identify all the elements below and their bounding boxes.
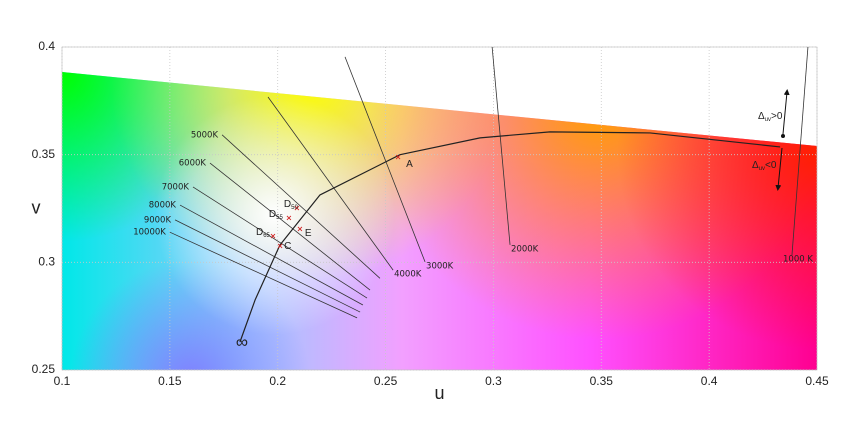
point-label: D65 bbox=[256, 227, 271, 239]
infinity-label: ∞ bbox=[236, 332, 248, 351]
y-tick-label: 0.4 bbox=[38, 39, 55, 53]
isotherm bbox=[174, 219, 361, 313]
isotherm-label: 10000K bbox=[133, 228, 166, 238]
isotherm bbox=[491, 46, 511, 245]
duv-label: Δuv<0 bbox=[752, 160, 777, 172]
duv-symbol: Δ bbox=[752, 160, 759, 171]
plot: 0.1 0.15 0.2 0.25 0.3 0.35 0.4 0.45 0.25 0.3 0.35 0… bbox=[32, 39, 830, 403]
plot-frame bbox=[61, 46, 818, 371]
isotherm-label: 2000K bbox=[511, 244, 539, 254]
isotherm-label: 1000 K bbox=[783, 255, 813, 265]
isotherm-label: 7000K bbox=[162, 182, 190, 192]
x-tick-label: 0.15 bbox=[158, 374, 182, 388]
point-marker bbox=[294, 205, 300, 211]
duv-symbol: Δ bbox=[758, 111, 765, 122]
isotherm bbox=[791, 46, 809, 256]
x-tick-label: 0.1 bbox=[54, 374, 71, 388]
point-marker bbox=[277, 243, 283, 249]
isotherm bbox=[209, 162, 371, 291]
point-label: E bbox=[305, 228, 312, 239]
isotherm-label: 8000K bbox=[149, 201, 177, 211]
isotherm bbox=[179, 204, 364, 306]
x-tick-label: 0.45 bbox=[805, 374, 829, 388]
point-label: C bbox=[284, 241, 291, 252]
isotherm-label: 3000K bbox=[426, 261, 454, 271]
point-sub: 55 bbox=[276, 215, 283, 221]
isotherm bbox=[169, 231, 358, 319]
duv-dot bbox=[781, 134, 785, 138]
isotherm-label: 4000K bbox=[394, 270, 422, 280]
point-label: D50 bbox=[284, 199, 299, 211]
duv-sub: uv bbox=[759, 166, 765, 172]
y-axis-label: v bbox=[32, 197, 41, 217]
duv-arrow-up bbox=[782, 89, 790, 135]
isotherm bbox=[267, 96, 394, 271]
y-tick-label: 0.35 bbox=[32, 147, 56, 161]
duv-rest: <0 bbox=[765, 160, 777, 171]
point-marker bbox=[270, 233, 276, 239]
isotherm bbox=[192, 186, 368, 299]
point-name: A bbox=[406, 159, 413, 170]
point-name: D bbox=[284, 199, 291, 210]
point-name: C bbox=[284, 241, 291, 252]
point-sub: 65 bbox=[263, 233, 270, 239]
point-marker bbox=[286, 215, 292, 221]
point-label: D55 bbox=[269, 209, 284, 221]
x-tick-label: 0.3 bbox=[485, 374, 502, 388]
duv-arrow-down bbox=[775, 147, 783, 191]
duv-label: Δuv>0 bbox=[758, 111, 783, 123]
point-name: D bbox=[256, 227, 263, 238]
isotherm-label: 9000K bbox=[144, 215, 172, 225]
x-tick-label: 0.35 bbox=[590, 374, 614, 388]
isotherm-label: 6000K bbox=[179, 159, 207, 169]
point-name: E bbox=[305, 228, 312, 239]
y-tick-label: 0.25 bbox=[32, 362, 56, 376]
y-tick-label: 0.3 bbox=[38, 255, 55, 269]
isotherm bbox=[221, 134, 381, 279]
point-marker bbox=[395, 154, 401, 160]
duv-rest: >0 bbox=[771, 111, 783, 122]
planckian-locus bbox=[239, 131, 781, 343]
x-axis-label: u bbox=[434, 383, 444, 403]
point-marker bbox=[297, 226, 303, 232]
point-name: D bbox=[269, 209, 276, 220]
point-label: A bbox=[406, 159, 413, 170]
isotherm-label: 5000K bbox=[191, 130, 219, 140]
x-tick-label: 0.4 bbox=[701, 374, 718, 388]
x-tick-label: 0.2 bbox=[269, 374, 286, 388]
point-sub: 50 bbox=[291, 205, 298, 211]
duv-sub: uv bbox=[765, 117, 771, 123]
x-tick-label: 0.25 bbox=[374, 374, 398, 388]
isotherm bbox=[344, 56, 426, 263]
